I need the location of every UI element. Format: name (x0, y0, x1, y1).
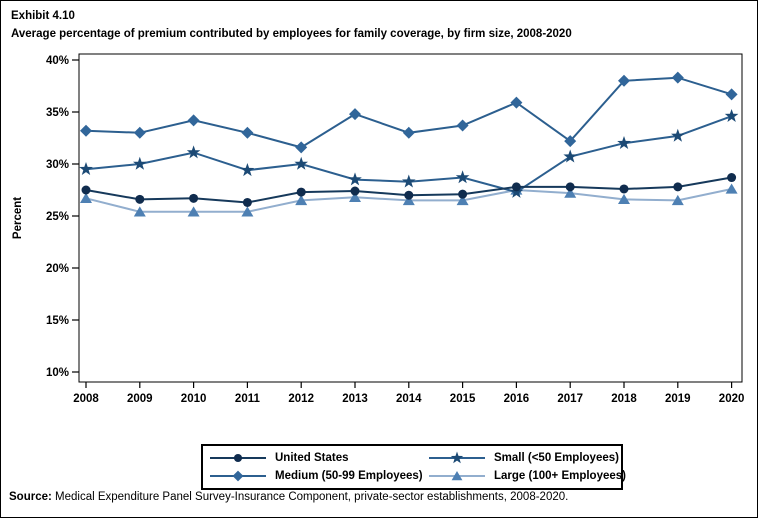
x-tick-label: 2009 (127, 393, 153, 405)
source-label: Source: (9, 491, 52, 503)
star-marker-icon (348, 172, 362, 186)
circle-marker-icon (242, 197, 252, 207)
x-tick-label: 2013 (342, 393, 368, 405)
y-tick-label: 15% (46, 315, 69, 327)
legend-item-star: Small (<50 Employees) (428, 449, 626, 466)
line-chart-canvas: 40% 35% 30% 25% 20% 15% 10% 2008 2009 2010 2011 201… (12, 53, 745, 405)
x-tick-label: 2010 (181, 393, 207, 405)
star-marker-icon (563, 149, 577, 163)
star-marker-icon (133, 156, 147, 170)
diamond-marker-icon (725, 88, 738, 101)
legend-label: Small (<50 Employees) (494, 451, 619, 464)
circle-marker-icon (296, 187, 306, 197)
circle-legend-sample (210, 453, 266, 462)
triangle-marker-icon (564, 187, 577, 198)
diamond-marker-icon (671, 71, 684, 84)
diamond-marker-icon (187, 114, 200, 127)
legend-label: United States (275, 451, 349, 464)
circle-marker-icon (135, 194, 145, 204)
x-tick-label: 2016 (504, 393, 530, 405)
triangle-marker-icon (241, 206, 254, 217)
diamond-marker-icon (402, 126, 415, 139)
y-tick-label: 40% (46, 55, 69, 67)
circle-marker-icon (350, 186, 360, 196)
circle-marker-icon (673, 182, 683, 192)
diamond-marker-icon (564, 135, 577, 148)
chart-title: Average percentage of premium contribute… (11, 28, 572, 40)
legend-label: Large (100+ Employees) (494, 469, 626, 482)
y-tick-label: 20% (46, 263, 69, 275)
diamond-marker-icon (241, 126, 254, 139)
triangle-marker-icon (451, 470, 463, 480)
star-legend-sample (429, 451, 485, 463)
legend-item-diamond: Medium (50-99 Employees) (209, 467, 428, 484)
title-block: Exhibit 4.10 Average percentage of premi… (11, 7, 572, 43)
y-tick-label: 30% (46, 159, 69, 171)
x-tick-label: 2017 (557, 393, 583, 405)
triangle-marker-icon (349, 191, 361, 202)
triangle-marker-icon (187, 206, 200, 217)
diamond-marker-icon (295, 141, 308, 154)
star-marker-icon (724, 109, 739, 122)
star-marker-icon (509, 184, 524, 198)
diamond-marker-icon (80, 124, 92, 137)
exhibit-number: Exhibit 4.10 (11, 10, 75, 22)
triangle-marker-icon (671, 194, 684, 206)
triangle-marker-icon (295, 194, 308, 206)
star-marker-icon (294, 156, 308, 170)
triangle-marker-icon (618, 193, 630, 205)
diamond-marker-icon (618, 74, 630, 87)
source-note: Source: Medical Expenditure Panel Survey… (9, 491, 568, 503)
diamond-legend-sample (210, 470, 266, 481)
y-axis-title: Percent (12, 197, 24, 239)
star-marker-icon (455, 170, 470, 184)
diamond-marker-icon (510, 96, 523, 109)
x-tick-label: 2018 (611, 393, 637, 405)
circle-marker-icon (619, 184, 629, 194)
diamond-marker-icon (133, 126, 146, 139)
diamond-marker-icon (456, 119, 469, 132)
star-marker-icon (79, 162, 93, 175)
circle-marker-icon (81, 185, 91, 195)
star-marker-icon (450, 451, 464, 463)
x-tick-label: 2015 (450, 393, 476, 405)
star-marker-icon (617, 136, 631, 149)
circle-marker-icon (458, 189, 468, 199)
x-tick-label: 2011 (235, 393, 261, 405)
circle-marker-icon (189, 193, 199, 203)
x-tick-label: 2014 (396, 393, 422, 405)
diamond-marker-icon (349, 108, 361, 121)
circle-marker-icon (511, 182, 521, 192)
y-tick-label: 10% (46, 367, 69, 379)
star-marker-icon (240, 163, 255, 177)
legend: United States Small (<50 Employees) Medium… (201, 444, 626, 490)
circle-marker-icon (565, 182, 575, 192)
star-marker-icon (186, 145, 201, 159)
x-tick-label: 2019 (665, 393, 691, 405)
y-tick-label: 35% (46, 107, 69, 119)
y-tick-label: 25% (46, 211, 69, 223)
plot-frame (78, 53, 743, 383)
star-marker-icon (402, 174, 416, 188)
legend-item-triangle: Large (100+ Employees) (428, 467, 626, 484)
triangle-legend-sample (429, 470, 485, 480)
circle-marker-icon (727, 173, 737, 183)
legend-label: Medium (50-99 Employees) (275, 469, 423, 482)
triangle-marker-icon (402, 194, 415, 206)
x-tick-label: 2008 (73, 393, 99, 405)
x-tick-label: 2020 (719, 393, 745, 405)
triangle-marker-icon (80, 192, 92, 203)
triangle-marker-icon (725, 183, 738, 194)
triangle-marker-icon (456, 194, 469, 206)
star-marker-icon (671, 128, 685, 142)
legend-item-circle: United States (209, 449, 428, 466)
source-text: Medical Expenditure Panel Survey-Insuran… (51, 491, 569, 503)
triangle-marker-icon (133, 206, 146, 217)
circle-marker-icon (233, 453, 243, 462)
circle-marker-icon (404, 190, 414, 200)
x-tick-label: 2012 (288, 393, 314, 405)
diamond-marker-icon (232, 470, 244, 481)
